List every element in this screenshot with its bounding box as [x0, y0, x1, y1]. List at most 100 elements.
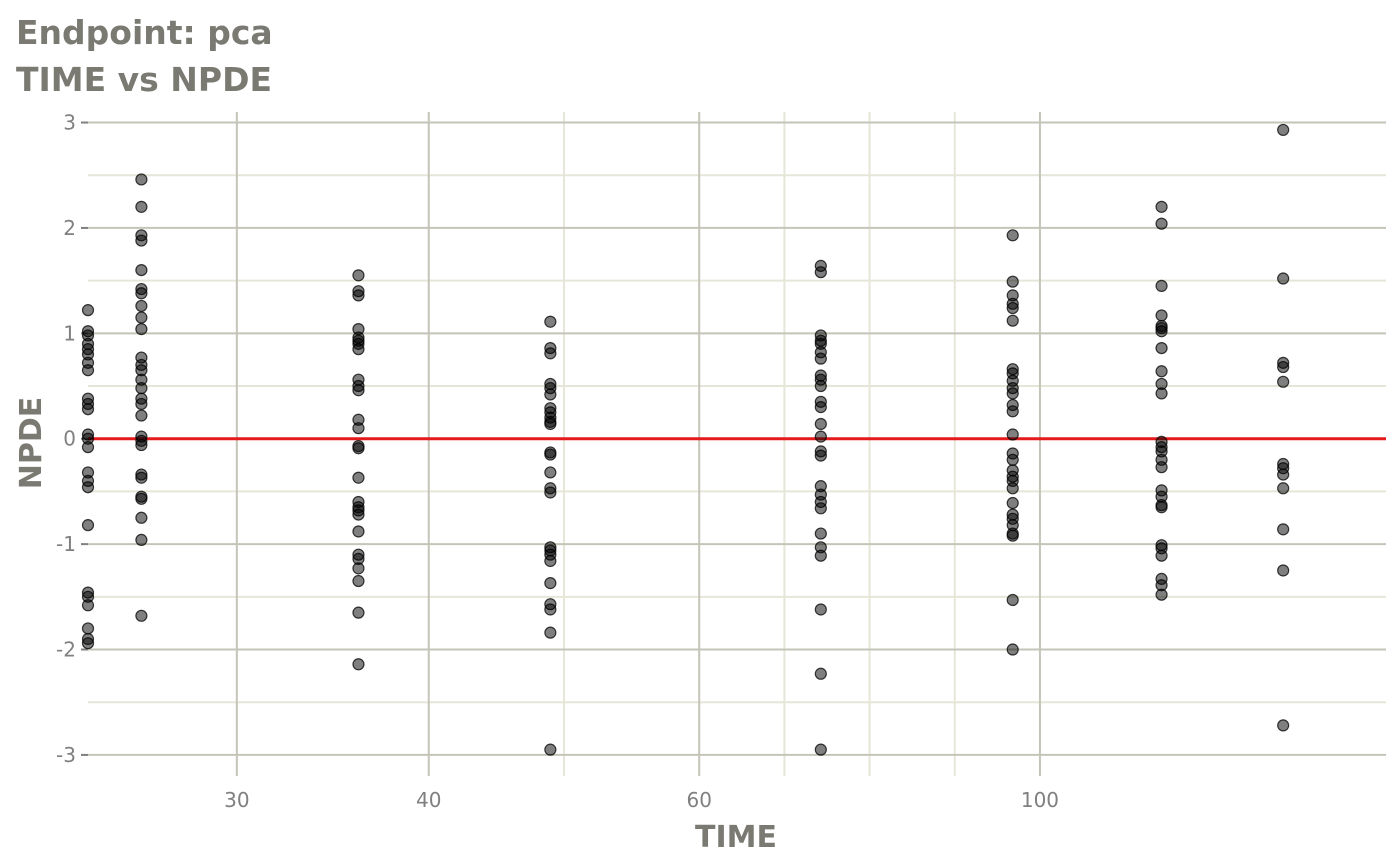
- data-point: [1277, 564, 1290, 577]
- data-point: [1006, 643, 1019, 656]
- data-point: [135, 311, 148, 324]
- data-point: [352, 384, 365, 397]
- data-point: [1155, 365, 1168, 378]
- data-point: [1155, 501, 1168, 514]
- data-point: [1006, 428, 1019, 441]
- data-point: [814, 379, 827, 393]
- y-axis-title: NPDE: [14, 397, 49, 490]
- data-point: [1155, 461, 1168, 474]
- data-point: [544, 626, 557, 639]
- data-point: [352, 422, 365, 435]
- major-gridlines: [88, 112, 1386, 776]
- data-point: [1277, 123, 1290, 137]
- data-point: [135, 173, 148, 186]
- data-point: [1006, 405, 1019, 418]
- data-point: [814, 449, 827, 462]
- data-point: [1277, 719, 1290, 732]
- data-point: [544, 603, 557, 616]
- data-point: [814, 417, 827, 431]
- data-point: [814, 502, 827, 515]
- data-point: [814, 352, 827, 365]
- data-point: [135, 409, 148, 422]
- data-point: [544, 743, 557, 756]
- data-point: [1006, 314, 1019, 327]
- data-point: [814, 266, 827, 279]
- data-point: [1006, 275, 1019, 288]
- data-point: [135, 397, 148, 411]
- data-point: [135, 234, 148, 247]
- data-point: [1155, 549, 1168, 562]
- y-tick-label: 1: [63, 321, 76, 345]
- data-point: [1006, 593, 1019, 607]
- data-point: [1006, 496, 1019, 510]
- data-point: [135, 609, 148, 622]
- data-point: [814, 401, 827, 414]
- data-point: [544, 417, 557, 431]
- data-point: [1006, 529, 1019, 542]
- x-tick-label: 100: [1021, 788, 1059, 812]
- data-point: [352, 574, 365, 588]
- data-point: [1155, 200, 1168, 213]
- y-tick-label: -3: [56, 743, 76, 767]
- y-tick-label: 3: [63, 111, 76, 135]
- data-point: [81, 304, 95, 317]
- data-point: [81, 481, 95, 494]
- data-point: [1006, 453, 1019, 466]
- y-tick-label: 0: [63, 427, 76, 451]
- data-point: [1155, 217, 1168, 230]
- data-point: [814, 603, 827, 616]
- data-points: [81, 123, 1290, 756]
- data-point: [1006, 482, 1019, 495]
- data-point: [135, 200, 148, 213]
- data-point: [135, 323, 148, 336]
- data-point: [135, 438, 148, 452]
- data-point: [81, 622, 95, 635]
- minor-gridlines: [88, 112, 1386, 776]
- data-point: [135, 299, 148, 313]
- data-point: [135, 533, 148, 547]
- data-point: [1155, 309, 1168, 322]
- chart-title: Endpoint: pca: [16, 13, 273, 52]
- data-point: [544, 315, 557, 328]
- data-point: [81, 637, 95, 650]
- data-point: [135, 382, 148, 395]
- data-point: [1155, 325, 1168, 338]
- data-point: [352, 269, 365, 282]
- data-point: [544, 448, 557, 461]
- data-point: [135, 263, 148, 277]
- chart-subtitle: TIME vs NPDE: [16, 60, 273, 99]
- data-point: [352, 525, 365, 538]
- data-point: [544, 466, 557, 479]
- y-axis-tick-labels: 3 2 1 0 -1 -2 -3: [56, 111, 76, 767]
- data-point: [814, 743, 827, 756]
- data-point: [81, 599, 95, 612]
- data-point: [352, 343, 365, 356]
- data-point: [352, 289, 365, 302]
- data-point: [81, 364, 95, 377]
- data-point: [1277, 482, 1290, 495]
- x-tick-label: 30: [224, 788, 249, 812]
- x-tick-label: 60: [686, 788, 711, 812]
- data-point: [81, 403, 95, 416]
- data-point: [1155, 341, 1168, 355]
- data-point: [1277, 523, 1290, 536]
- data-point: [544, 388, 557, 401]
- x-tick-label: 40: [416, 788, 441, 812]
- data-point: [135, 471, 148, 484]
- y-tick-label: 2: [63, 216, 76, 240]
- data-point: [814, 549, 827, 562]
- data-point: [544, 577, 557, 590]
- y-tick-label: -1: [56, 532, 76, 556]
- data-point: [1155, 588, 1168, 601]
- data-point: [814, 667, 827, 680]
- data-point: [544, 486, 557, 499]
- data-point: [352, 562, 365, 575]
- data-point: [352, 508, 365, 521]
- data-point: [1277, 375, 1290, 388]
- y-tick-label: -2: [56, 638, 76, 662]
- data-point: [814, 527, 827, 540]
- x-axis-title: TIME: [695, 820, 777, 855]
- data-point: [1277, 360, 1290, 374]
- data-point: [81, 519, 95, 532]
- data-point: [352, 471, 365, 484]
